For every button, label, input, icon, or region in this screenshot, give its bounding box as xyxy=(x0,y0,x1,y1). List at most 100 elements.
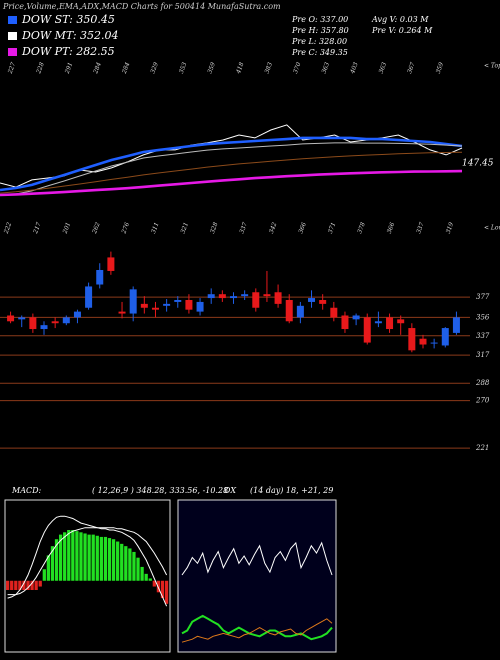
macd-line xyxy=(7,515,168,607)
candle-body xyxy=(140,303,148,308)
histogram-bar xyxy=(18,580,22,590)
histogram-bar xyxy=(58,534,63,581)
candle-body xyxy=(185,300,193,310)
candle-body xyxy=(85,286,93,308)
legend-label: DOW MT: 352.04 xyxy=(21,29,119,42)
candle-body xyxy=(174,300,182,302)
series-line xyxy=(0,142,463,196)
candle-body xyxy=(51,321,59,324)
candle-body xyxy=(62,317,70,324)
candle-body xyxy=(374,321,382,324)
y-tick-label: 317 xyxy=(476,351,490,359)
histogram-bar xyxy=(67,530,71,581)
histogram-bar xyxy=(54,539,59,581)
candle-body xyxy=(73,311,81,318)
low-label: 337 xyxy=(415,221,426,234)
page-title: Price,Volume,EMA,ADX,MACD Charts for 500… xyxy=(2,2,281,11)
y-tick-label: 337 xyxy=(476,332,490,340)
top-label: 418 xyxy=(235,61,246,75)
top-label: 359 xyxy=(206,61,217,74)
low-label: 201 xyxy=(61,221,72,235)
tops-caption: < Tops xyxy=(484,63,500,70)
y-tick-label: 221 xyxy=(475,444,489,452)
signal-line xyxy=(7,527,168,596)
histogram-bar xyxy=(79,532,83,581)
candle-body xyxy=(452,317,460,333)
candle-body xyxy=(163,303,171,306)
adx-line xyxy=(181,541,333,576)
stat-label: Pre C: 349.35 xyxy=(291,48,348,57)
histogram-bar xyxy=(30,580,34,590)
stat-label: Avg V: 0.03 M xyxy=(371,15,429,24)
candle-body xyxy=(107,257,115,271)
histogram-bar xyxy=(91,534,95,581)
candle-body xyxy=(18,317,26,320)
low-label: 217 xyxy=(32,221,43,235)
series-line xyxy=(0,124,463,188)
histogram-bar xyxy=(160,580,165,599)
top-label: 291 xyxy=(63,61,74,75)
top-label: 383 xyxy=(264,61,275,74)
top-label: 367 xyxy=(406,61,417,74)
y-tick-label: 377 xyxy=(476,293,490,301)
candle-body xyxy=(252,292,260,308)
histogram-bar xyxy=(42,569,46,581)
adx-frame xyxy=(177,499,337,653)
candle-body xyxy=(363,317,371,343)
series-line xyxy=(0,136,463,192)
candle-body xyxy=(274,292,282,304)
candle-body xyxy=(241,294,249,297)
histogram-bar xyxy=(148,578,152,581)
y-tick-label: 270 xyxy=(475,397,490,405)
histogram-bar xyxy=(50,546,55,581)
histogram-bar xyxy=(87,534,91,581)
top-label: 227 xyxy=(6,61,17,75)
macd-subtitle: ( 12,26,9 ) 348.28, 333.56, -10.28 xyxy=(92,486,228,495)
series-line xyxy=(0,151,463,194)
adx-subtitle: (14 day) 18, +21, 29 xyxy=(250,486,333,495)
candle-body xyxy=(129,289,137,314)
candle-body xyxy=(263,294,271,297)
candle-body xyxy=(430,342,438,344)
histogram-bar xyxy=(38,580,42,587)
legend-label: DOW ST: 350.45 xyxy=(21,13,115,26)
histogram-bar xyxy=(116,541,120,581)
histogram-bar xyxy=(164,580,169,604)
candle-body xyxy=(151,307,159,310)
histogram-bar xyxy=(144,573,148,581)
low-label: 311 xyxy=(150,221,160,234)
stat-label: Pre V: 0.264 M xyxy=(371,26,433,35)
low-label: 378 xyxy=(356,221,367,234)
top-label: 228 xyxy=(35,61,46,75)
low-label: 319 xyxy=(445,221,456,234)
top-label: 353 xyxy=(178,61,189,74)
candle-body xyxy=(319,300,327,304)
candle-body xyxy=(386,317,394,330)
stat-label: Pre O: 337.00 xyxy=(291,15,348,24)
histogram-bar xyxy=(99,536,103,581)
candle-body xyxy=(96,270,104,285)
histogram-bar xyxy=(34,580,38,590)
end-value-label: 147.45 xyxy=(462,159,494,169)
low-label: 337 xyxy=(238,221,249,234)
top-label: 370 xyxy=(292,61,303,74)
low-label: 371 xyxy=(327,221,337,234)
candle-body xyxy=(419,338,427,345)
top-label: 359 xyxy=(435,61,446,74)
histogram-bar xyxy=(6,580,10,590)
candle-body xyxy=(441,328,449,346)
low-label: 366 xyxy=(386,221,397,234)
candle-body xyxy=(218,294,226,299)
y-tick-label: 356 xyxy=(476,313,490,321)
candle-body xyxy=(29,317,37,330)
histogram-bar xyxy=(63,532,67,581)
histogram-bar xyxy=(71,530,75,581)
histogram-bar xyxy=(75,531,79,581)
histogram-bar xyxy=(124,546,128,581)
top-label: 329 xyxy=(149,61,160,74)
candle-body xyxy=(397,319,405,324)
histogram-bar xyxy=(140,566,144,581)
legend-swatch xyxy=(8,32,17,40)
legend-swatch xyxy=(8,16,17,24)
